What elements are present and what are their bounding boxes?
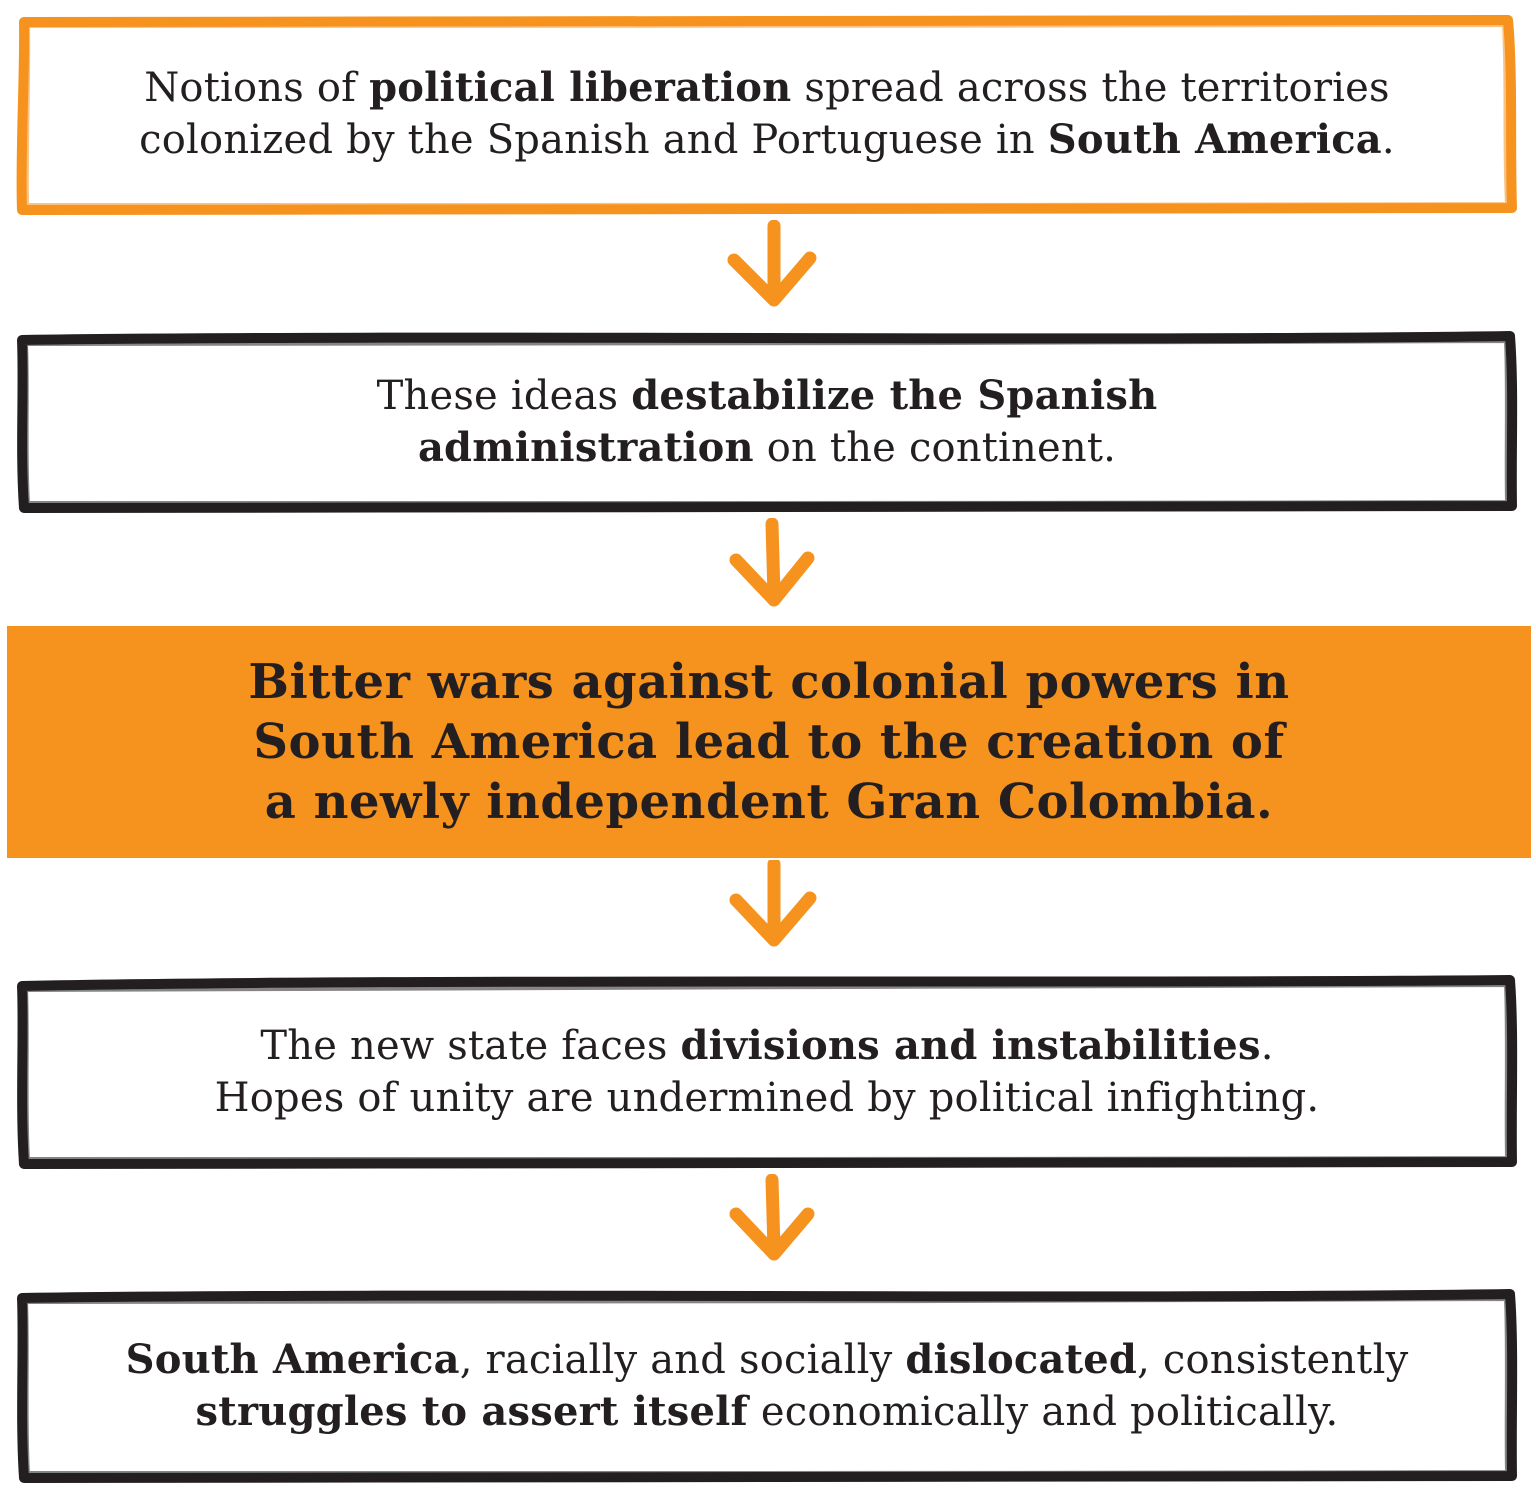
text-line: The new state faces divisions and instab… xyxy=(215,1020,1320,1072)
step-3-text: Bitter wars against colonial powers in S… xyxy=(248,652,1289,832)
text-run: economically and politically. xyxy=(747,1389,1339,1435)
chevron-down-arrow-icon xyxy=(729,518,815,607)
text-run-bold: South America xyxy=(125,1336,460,1383)
flow-step-3-highlight: Bitter wars against colonial powers in S… xyxy=(7,626,1531,858)
text-run: spread across the territories xyxy=(791,65,1390,111)
step-5-text: South America, racially and socially dis… xyxy=(126,1334,1409,1438)
text-run: colonized by the Spanish and Portuguese … xyxy=(139,117,1048,163)
text-run-bold: Bitter wars against colonial powers in xyxy=(248,654,1290,710)
text-run: . xyxy=(1260,1023,1274,1069)
dark-outline-frame xyxy=(17,1289,1518,1483)
text-run-bold: political liberation xyxy=(369,64,792,111)
chevron-down-arrow-icon xyxy=(729,1174,815,1261)
text-line: administration on the continent. xyxy=(377,422,1158,474)
chevron-down-arrow-icon xyxy=(727,220,817,307)
text-line: Notions of political liberation spread a… xyxy=(139,62,1395,114)
dark-outline-frame xyxy=(17,331,1518,513)
text-line: South America, racially and socially dis… xyxy=(126,1334,1409,1386)
text-run-bold: destabilize the Spanish xyxy=(631,372,1158,419)
text-run: on the continent. xyxy=(753,425,1117,471)
text-run-bold: dislocated xyxy=(905,1336,1138,1383)
text-run-bold: administration xyxy=(417,424,754,471)
text-run-bold: struggles to assert itself xyxy=(195,1388,748,1435)
orange-outline-frame xyxy=(16,15,1517,215)
chevron-down-arrow-icon xyxy=(729,860,817,947)
flow-step-5: South America, racially and socially dis… xyxy=(14,1288,1520,1484)
text-run: The new state faces xyxy=(260,1023,681,1069)
flow-step-1: Notions of political liberation spread a… xyxy=(14,14,1520,215)
text-run: , consistently xyxy=(1137,1337,1409,1383)
dark-outline-frame xyxy=(17,975,1518,1169)
step-1-text: Notions of political liberation spread a… xyxy=(139,62,1395,166)
text-line: South America lead to the creation of xyxy=(248,712,1289,772)
text-run-bold: divisions and instabilities xyxy=(680,1022,1261,1069)
text-run-bold: a newly independent Gran Colombia. xyxy=(264,774,1274,830)
text-line: These ideas destabilize the Spanish xyxy=(377,370,1158,422)
text-run: Notions of xyxy=(144,65,370,111)
text-run-bold: South America lead to the creation of xyxy=(253,714,1285,770)
step-4-text: The new state faces divisions and instab… xyxy=(215,1020,1320,1124)
text-run: . xyxy=(1381,117,1395,163)
text-line: Hopes of unity are undermined by politic… xyxy=(215,1072,1320,1124)
text-line: Bitter wars against colonial powers in xyxy=(248,652,1289,712)
text-run: These ideas xyxy=(376,373,632,419)
text-run: Hopes of unity are undermined by politic… xyxy=(214,1075,1320,1121)
flow-step-4: The new state faces divisions and instab… xyxy=(14,974,1520,1170)
step-2-text: These ideas destabilize the Spanish admi… xyxy=(377,370,1158,474)
text-line: colonized by the Spanish and Portuguese … xyxy=(139,114,1395,166)
text-line: a newly independent Gran Colombia. xyxy=(248,772,1289,832)
text-run-bold: South America xyxy=(1047,116,1382,163)
text-line: struggles to assert itself economically … xyxy=(126,1386,1409,1438)
text-run: , racially and socially xyxy=(459,1337,906,1383)
flow-step-2: These ideas destabilize the Spanish admi… xyxy=(14,330,1520,514)
